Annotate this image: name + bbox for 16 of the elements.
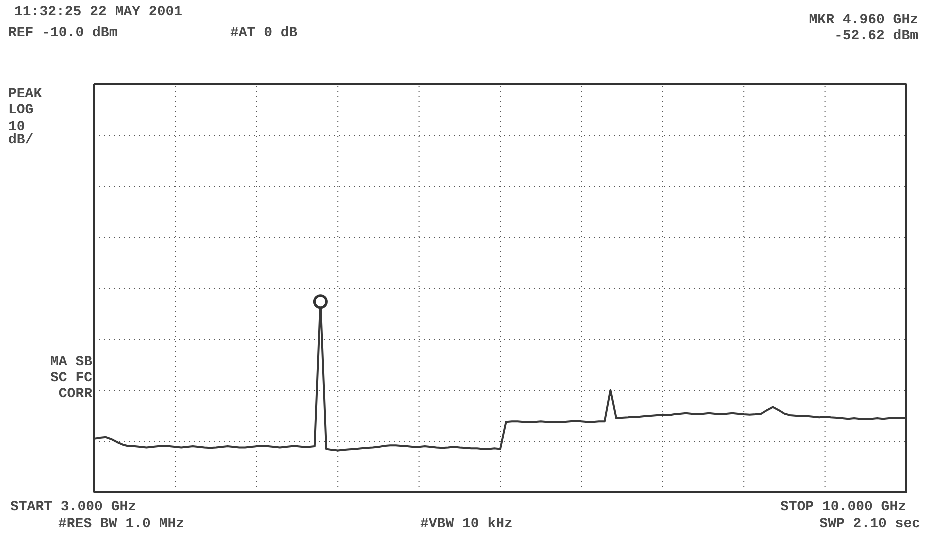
- text: #AT 0 dB: [230, 26, 298, 42]
- text: SC FC: [50, 370, 94, 386]
- text: dB/: [8, 132, 34, 148]
- text: PEAK: [8, 86, 43, 102]
- text: STOP 10.000 GHz: [780, 500, 907, 516]
- text: MA SB: [50, 354, 94, 370]
- chart-title: 11:32:25 22 MAY 2001: [14, 4, 183, 20]
- text: #RES BW 1.0 MHz: [58, 516, 185, 532]
- text: CORR: [58, 386, 94, 402]
- text: SWP 2.10 sec: [820, 516, 921, 532]
- text: -52.62 dBm: [834, 28, 918, 44]
- text: MKR 4.960 GHz: [809, 12, 918, 28]
- text: REF -10.0 dBm: [8, 26, 118, 42]
- text: #VBW 10 kHz: [420, 516, 513, 532]
- text: LOG: [8, 102, 34, 118]
- text: START 3.000 GHz: [10, 500, 137, 516]
